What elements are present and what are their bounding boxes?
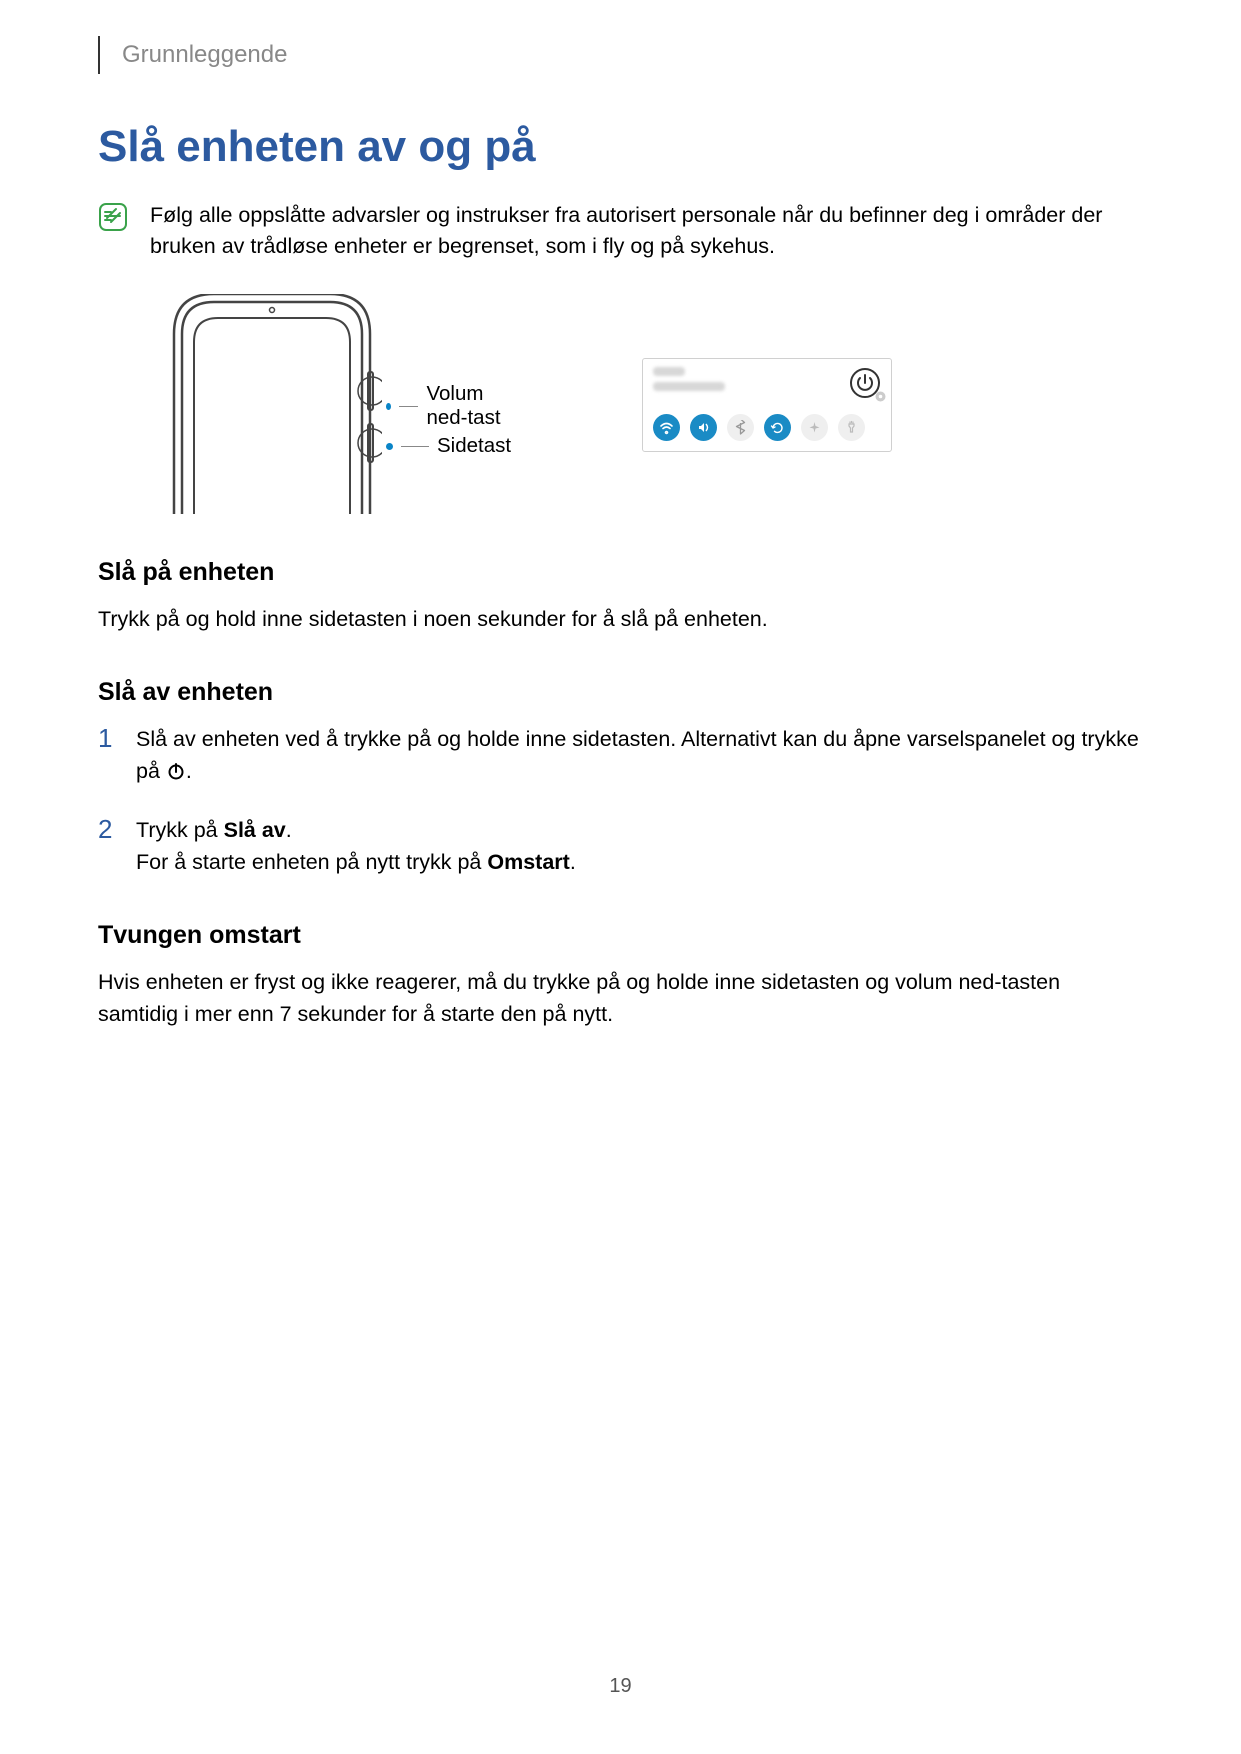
wifi-icon xyxy=(653,414,680,441)
callout-label-side-key: Sidetast xyxy=(437,434,511,458)
power-on-body: Trykk på og hold inne sidetasten i noen … xyxy=(98,603,1143,635)
sound-icon xyxy=(690,414,717,441)
callout-line xyxy=(399,406,419,407)
force-restart-body: Hvis enheten er fryst og ikke reagerer, … xyxy=(98,966,1143,1031)
step-2-bold: Slå av xyxy=(224,818,286,842)
page: Grunnleggende Slå enheten av og på Følg … xyxy=(0,0,1241,1754)
subheading-power-off: Slå av enheten xyxy=(98,678,1143,707)
note-text: Følg alle oppslåtte advarsler og instruk… xyxy=(150,200,1143,262)
step-number: 1 xyxy=(98,723,118,791)
step-2-line2-post: . xyxy=(570,850,576,874)
callout-dot xyxy=(386,443,393,450)
step-1-body: Slå av enheten ved å trykke på og holde … xyxy=(136,723,1143,791)
notification-panel-diagram xyxy=(642,358,892,452)
power-button-wrap xyxy=(849,367,881,404)
phone-diagram: Volum ned-tast Sidetast xyxy=(162,294,522,514)
gear-icon xyxy=(874,390,887,408)
rotate-icon xyxy=(764,414,791,441)
quick-settings-icons xyxy=(653,414,881,441)
notification-panel xyxy=(642,358,892,452)
step-2-line2-bold: Omstart xyxy=(487,850,569,874)
callout-line xyxy=(401,446,429,447)
header-section-label: Grunnleggende xyxy=(122,41,287,69)
flashlight-icon xyxy=(838,414,865,441)
step-2-line2-pre: For å starte enheten på nytt trykk på xyxy=(136,850,487,874)
power-icon xyxy=(166,758,186,790)
list-item: 2 Trykk på Slå av. For å starte enheten … xyxy=(98,814,1143,879)
panel-header-text-blur xyxy=(653,367,725,391)
step-2-post: . xyxy=(286,818,292,842)
bluetooth-icon xyxy=(727,414,754,441)
airplane-icon xyxy=(801,414,828,441)
callout-side-key: Sidetast xyxy=(386,434,511,458)
step-1-text: Slå av enheten ved å trykke på og holde … xyxy=(136,727,1139,783)
callout-volume-down: Volum ned-tast xyxy=(386,382,522,430)
power-off-steps: 1 Slå av enheten ved å trykke på og hold… xyxy=(98,723,1143,879)
page-title: Slå enheten av og på xyxy=(98,122,1143,172)
phone-outline xyxy=(162,294,382,514)
page-number: 19 xyxy=(0,1675,1241,1698)
callout-dot xyxy=(386,403,391,410)
subheading-power-on: Slå på enheten xyxy=(98,558,1143,587)
header-tab: Grunnleggende xyxy=(98,36,1143,74)
list-item: 1 Slå av enheten ved å trykke på og hold… xyxy=(98,723,1143,791)
step-2-pre: Trykk på xyxy=(136,818,224,842)
subheading-force-restart: Tvungen omstart xyxy=(98,921,1143,950)
step-1-tail: . xyxy=(186,759,192,783)
note-icon xyxy=(98,202,128,237)
callout-label-volume-down: Volum ned-tast xyxy=(426,382,522,430)
panel-header xyxy=(653,367,881,404)
note-row: Følg alle oppslåtte advarsler og instruk… xyxy=(98,200,1143,262)
diagram-row: Volum ned-tast Sidetast xyxy=(162,294,1143,514)
step-number: 2 xyxy=(98,814,118,879)
step-2-body: Trykk på Slå av. For å starte enheten på… xyxy=(136,814,576,879)
